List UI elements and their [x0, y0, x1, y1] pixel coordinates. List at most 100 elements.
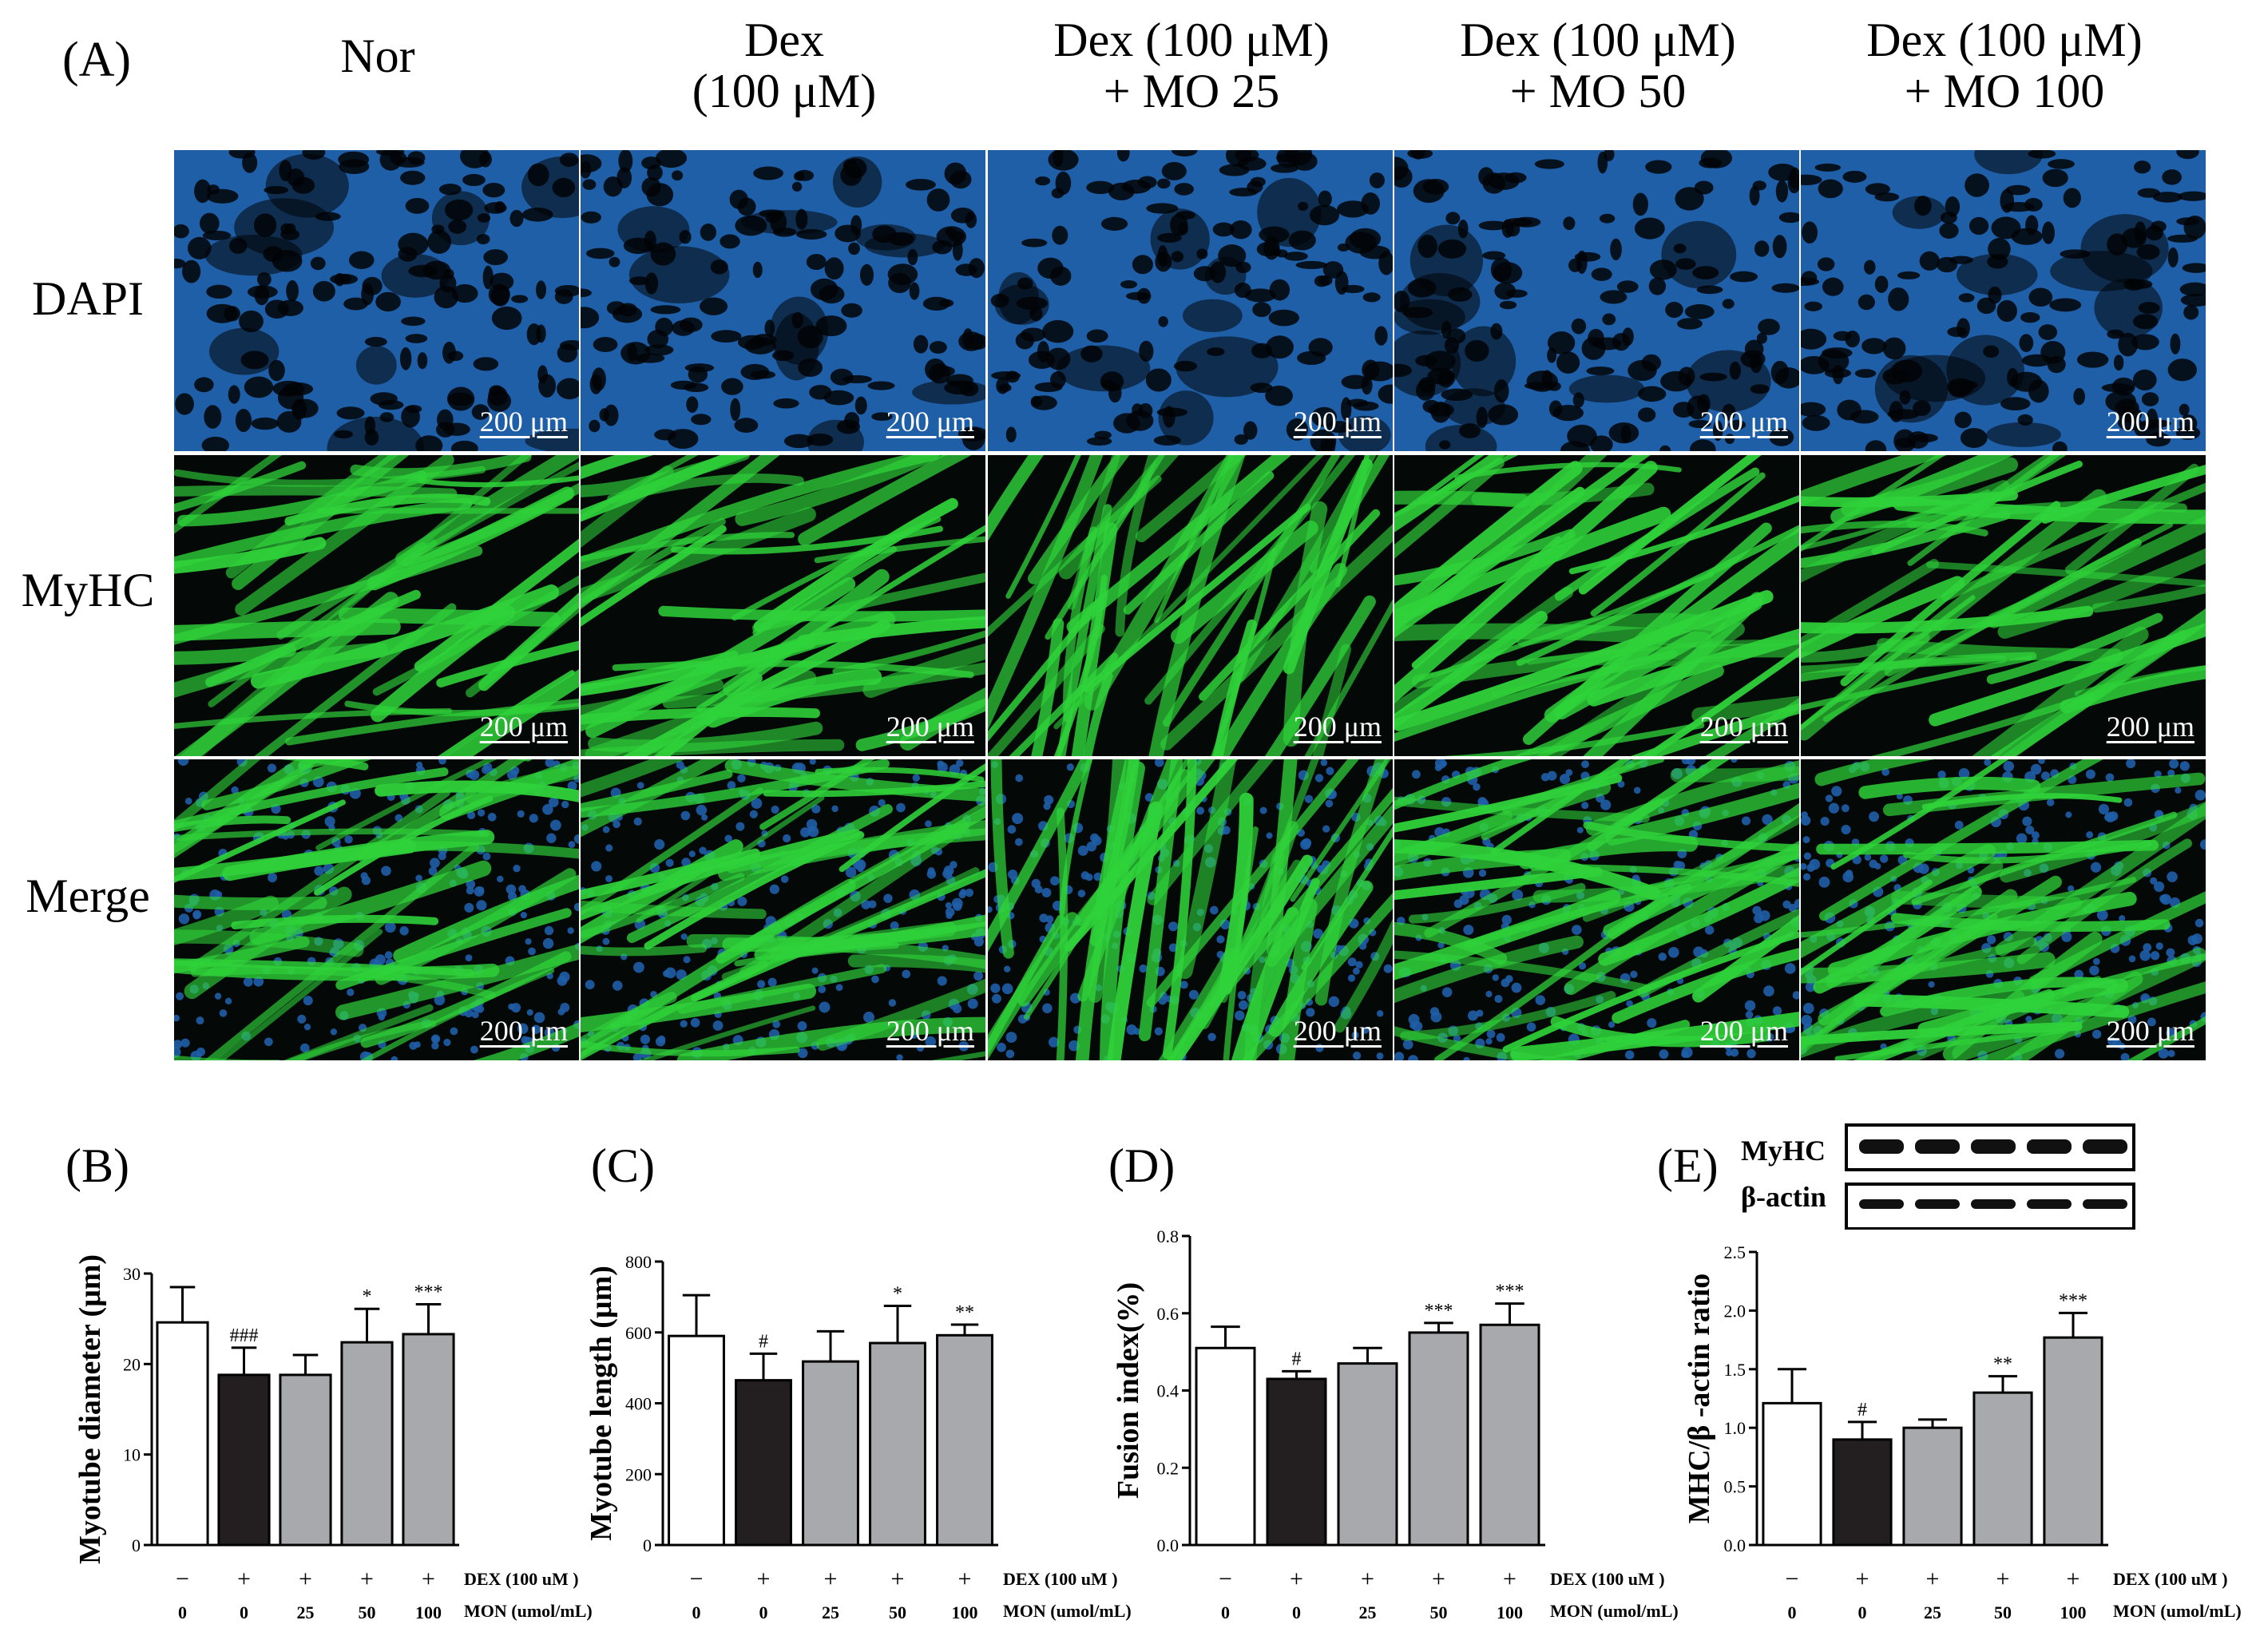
dex-marker: + — [824, 1566, 838, 1592]
significance-label: *** — [1425, 1301, 1453, 1321]
blot-band-beta-actin — [1859, 1199, 1904, 1209]
mon-row-label: MON (umol/mL) — [1003, 1601, 1132, 1621]
mon-row-label: MON (umol/mL) — [464, 1601, 593, 1621]
bar — [340, 1341, 394, 1547]
mon-dose-label: 0 — [1221, 1602, 1230, 1622]
mon-dose-label: 0 — [1858, 1602, 1867, 1622]
mon-dose-label: 100 — [952, 1602, 978, 1622]
bar — [217, 1373, 271, 1547]
blot-band-myhc — [1915, 1139, 1960, 1154]
blot-band-beta-actin — [1915, 1199, 1960, 1209]
y-tick-label: 0 — [643, 1535, 652, 1555]
mon-dose-label: 25 — [1924, 1602, 1941, 1622]
micrograph-myhc-4: 200 μm — [1394, 455, 1799, 756]
bar — [1902, 1426, 1963, 1547]
blot-band-myhc — [2027, 1139, 2072, 1154]
mon-dose-label: 0 — [759, 1602, 768, 1622]
mon-row-label: MON (umol/mL) — [2113, 1601, 2242, 1621]
scale-bar-label: 200 μm — [2106, 711, 2194, 743]
scale-bar-label: 200 μm — [479, 406, 568, 438]
chart-letter: (E) — [1657, 1139, 1719, 1192]
dex-marker: + — [1856, 1566, 1869, 1592]
blot-label-beta-actin: β-actin — [1741, 1181, 1826, 1213]
scale-bar-label: 200 μm — [2106, 1015, 2194, 1047]
dex-marker: + — [1503, 1566, 1517, 1592]
mon-dose-label: 50 — [359, 1602, 376, 1622]
y-tick-label: 0.2 — [1157, 1458, 1180, 1478]
mon-dose-label: 100 — [1497, 1602, 1523, 1622]
bar — [1408, 1331, 1469, 1547]
scale-bar-label: 200 μm — [1293, 711, 1382, 743]
blot-band-beta-actin — [2027, 1199, 2072, 1209]
bar — [1479, 1323, 1540, 1547]
significance-label: # — [1292, 1349, 1302, 1369]
significance-label: *** — [414, 1282, 443, 1303]
significance-label: * — [363, 1286, 372, 1307]
y-tick-label: 800 — [625, 1252, 652, 1272]
blot-band-myhc — [1859, 1139, 1904, 1154]
blot-band-beta-actin — [2083, 1199, 2127, 1209]
mon-dose-label: 0 — [240, 1602, 248, 1622]
y-tick-label: 0.5 — [1724, 1477, 1746, 1497]
dex-marker: − — [1219, 1566, 1232, 1592]
column-header-dex-mo25: Dex (100 μM) + MO 25 — [1053, 14, 1330, 117]
y-tick-label: 0.4 — [1157, 1381, 1180, 1401]
micrograph-myhc-2: 200 μm — [581, 455, 985, 756]
significance-label: ### — [230, 1325, 259, 1346]
mon-dose-label: 50 — [1994, 1602, 2012, 1622]
mon-dose-label: 0 — [692, 1602, 701, 1622]
blot-band-myhc — [2083, 1139, 2127, 1154]
blot-label-myhc: MyHC — [1741, 1135, 1826, 1167]
mon-dose-label: 0 — [1292, 1602, 1301, 1622]
chart-letter: (C) — [591, 1139, 655, 1192]
y-tick-label: 2.5 — [1724, 1242, 1746, 1262]
micrograph-merge-1: 200 μm — [174, 759, 579, 1060]
scale-bar-label: 200 μm — [479, 711, 568, 743]
y-axis-label: Myotube diameter (μm) — [73, 1254, 107, 1564]
dex-marker: + — [2067, 1566, 2080, 1592]
mon-dose-label: 50 — [889, 1602, 906, 1622]
blot-band-myhc — [1971, 1139, 2016, 1154]
scale-bar-label: 200 μm — [886, 1015, 974, 1047]
bar — [1337, 1362, 1398, 1547]
y-tick-label: 600 — [625, 1323, 652, 1343]
bar — [1762, 1401, 1822, 1547]
bar — [156, 1321, 209, 1547]
scale-bar-label: 200 μm — [1699, 406, 1788, 438]
western-blot — [1845, 1123, 2135, 1230]
dex-marker: − — [690, 1566, 704, 1592]
mon-dose-label: 25 — [297, 1602, 315, 1622]
bar — [1832, 1438, 1893, 1547]
column-header-dex-mo50: Dex (100 μM) + MO 50 — [1460, 14, 1736, 117]
y-axis-label: MHC/β -actin ratio — [1683, 1274, 1716, 1523]
dex-marker: + — [891, 1566, 905, 1592]
dex-marker: + — [1361, 1566, 1374, 1592]
dex-marker: + — [422, 1566, 435, 1592]
mon-dose-label: 100 — [415, 1602, 442, 1622]
row-label-myhc: MyHC — [21, 564, 155, 616]
y-tick-label: 10 — [123, 1445, 141, 1465]
micrograph-myhc-1: 200 μm — [174, 455, 579, 756]
micrograph-dapi-3: 200 μm — [988, 150, 1393, 451]
scale-bar-label: 200 μm — [886, 711, 974, 743]
blot-band-beta-actin — [1971, 1199, 2016, 1209]
micrograph-dapi-1: 200 μm — [174, 150, 579, 451]
micrograph-merge-3: 200 μm — [988, 759, 1393, 1060]
column-header-nor: Nor — [340, 30, 415, 82]
dex-marker: + — [237, 1566, 251, 1592]
chart-letter: (B) — [65, 1139, 129, 1192]
bar — [2043, 1336, 2103, 1547]
significance-label: *** — [2059, 1290, 2087, 1311]
y-tick-label: 400 — [625, 1394, 652, 1414]
dex-marker: + — [299, 1566, 312, 1592]
mon-dose-label: 0 — [178, 1602, 187, 1622]
y-tick-label: 0.8 — [1157, 1226, 1180, 1246]
scale-bar-label: 200 μm — [886, 406, 974, 438]
chart-letter: (D) — [1108, 1139, 1175, 1192]
bar — [1972, 1391, 2033, 1547]
significance-label: *** — [1496, 1282, 1524, 1302]
scale-bar-label: 200 μm — [1293, 406, 1382, 438]
y-axis-label: Fusion index(%) — [1112, 1282, 1145, 1499]
mon-dose-label: 100 — [2060, 1602, 2087, 1622]
y-axis-label: Myotube length (μm) — [585, 1266, 618, 1541]
